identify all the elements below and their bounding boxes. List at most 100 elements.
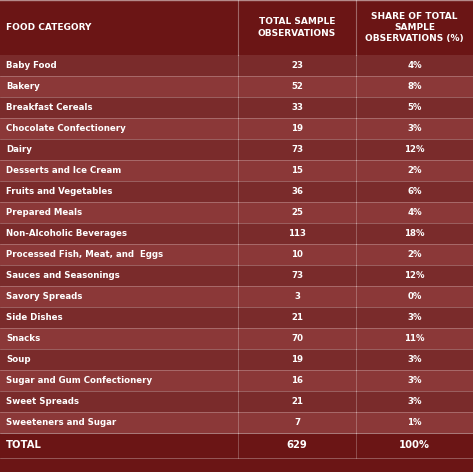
Text: Sweeteners and Sugar: Sweeteners and Sugar xyxy=(6,418,116,427)
Text: 5%: 5% xyxy=(407,103,422,112)
Bar xyxy=(0,0,238,55)
Bar xyxy=(238,370,356,391)
Text: Bakery: Bakery xyxy=(6,82,40,91)
Text: Prepared Meals: Prepared Meals xyxy=(6,208,82,217)
Text: Snacks: Snacks xyxy=(6,334,40,343)
Text: 6%: 6% xyxy=(407,187,422,196)
Text: 12%: 12% xyxy=(404,145,425,154)
Bar xyxy=(356,55,473,76)
Bar xyxy=(238,118,356,139)
Text: 73: 73 xyxy=(291,271,303,280)
Bar xyxy=(238,244,356,265)
Bar xyxy=(356,391,473,412)
Text: 7: 7 xyxy=(294,418,300,427)
Bar xyxy=(238,0,356,55)
Text: 33: 33 xyxy=(291,103,303,112)
Text: Sauces and Seasonings: Sauces and Seasonings xyxy=(6,271,120,280)
Text: Side Dishes: Side Dishes xyxy=(6,313,62,322)
Bar xyxy=(356,202,473,223)
Bar xyxy=(0,458,473,472)
Text: SHARE OF TOTAL
SAMPLE
OBSERVATIONS (%): SHARE OF TOTAL SAMPLE OBSERVATIONS (%) xyxy=(365,12,464,43)
Bar xyxy=(0,370,238,391)
Bar xyxy=(356,223,473,244)
Bar xyxy=(238,307,356,328)
Text: Baby Food: Baby Food xyxy=(6,61,57,70)
Text: Desserts and Ice Cream: Desserts and Ice Cream xyxy=(6,166,121,175)
Text: 3%: 3% xyxy=(407,313,422,322)
Text: 11%: 11% xyxy=(404,334,425,343)
Bar xyxy=(0,349,238,370)
Bar xyxy=(238,223,356,244)
Bar xyxy=(0,265,238,286)
Bar xyxy=(0,202,238,223)
Text: Processed Fish, Meat, and  Eggs: Processed Fish, Meat, and Eggs xyxy=(6,250,163,259)
Text: 8%: 8% xyxy=(407,82,422,91)
Bar xyxy=(0,97,238,118)
Bar xyxy=(238,202,356,223)
Bar xyxy=(356,0,473,55)
Bar xyxy=(0,181,238,202)
Bar xyxy=(0,55,238,76)
Text: Fruits and Vegetables: Fruits and Vegetables xyxy=(6,187,113,196)
Bar xyxy=(238,286,356,307)
Text: Breakfast Cereals: Breakfast Cereals xyxy=(6,103,93,112)
Text: Non-Alcoholic Beverages: Non-Alcoholic Beverages xyxy=(6,229,127,238)
Text: 4%: 4% xyxy=(407,61,422,70)
Bar xyxy=(0,433,238,458)
Text: 2%: 2% xyxy=(407,250,422,259)
Bar xyxy=(238,97,356,118)
Bar xyxy=(238,328,356,349)
Text: 70: 70 xyxy=(291,334,303,343)
Text: 1%: 1% xyxy=(407,418,422,427)
Bar xyxy=(0,328,238,349)
Bar xyxy=(356,433,473,458)
Bar xyxy=(238,139,356,160)
Bar xyxy=(356,370,473,391)
Bar xyxy=(356,265,473,286)
Bar xyxy=(356,76,473,97)
Text: 73: 73 xyxy=(291,145,303,154)
Bar xyxy=(0,118,238,139)
Text: 23: 23 xyxy=(291,61,303,70)
Text: 18%: 18% xyxy=(404,229,425,238)
Bar xyxy=(238,265,356,286)
Text: 4%: 4% xyxy=(407,208,422,217)
Bar xyxy=(238,181,356,202)
Text: 15: 15 xyxy=(291,166,303,175)
Text: FOOD CATEGORY: FOOD CATEGORY xyxy=(6,23,91,32)
Bar xyxy=(356,97,473,118)
Text: 100%: 100% xyxy=(399,440,430,450)
Text: 36: 36 xyxy=(291,187,303,196)
Text: 10: 10 xyxy=(291,250,303,259)
Text: 3%: 3% xyxy=(407,124,422,133)
Text: Dairy: Dairy xyxy=(6,145,32,154)
Text: 19: 19 xyxy=(291,355,303,364)
Text: Savory Spreads: Savory Spreads xyxy=(6,292,82,301)
Text: 0%: 0% xyxy=(407,292,422,301)
Text: 25: 25 xyxy=(291,208,303,217)
Bar xyxy=(356,307,473,328)
Bar xyxy=(356,139,473,160)
Bar xyxy=(0,391,238,412)
Text: 12%: 12% xyxy=(404,271,425,280)
Text: 113: 113 xyxy=(288,229,306,238)
Bar xyxy=(0,412,238,433)
Text: 629: 629 xyxy=(287,440,307,450)
Bar xyxy=(238,160,356,181)
Text: 2%: 2% xyxy=(407,166,422,175)
Text: 21: 21 xyxy=(291,397,303,406)
Bar xyxy=(238,349,356,370)
Text: TOTAL SAMPLE
OBSERVATIONS: TOTAL SAMPLE OBSERVATIONS xyxy=(258,17,336,38)
Text: TOTAL: TOTAL xyxy=(6,440,42,450)
Bar xyxy=(356,328,473,349)
Bar xyxy=(0,223,238,244)
Bar xyxy=(356,160,473,181)
Bar xyxy=(238,433,356,458)
Text: 21: 21 xyxy=(291,313,303,322)
Text: 3: 3 xyxy=(294,292,300,301)
Text: 3%: 3% xyxy=(407,355,422,364)
Text: Chocolate Confectionery: Chocolate Confectionery xyxy=(6,124,126,133)
Bar xyxy=(0,139,238,160)
Text: Sweet Spreads: Sweet Spreads xyxy=(6,397,79,406)
Bar xyxy=(356,349,473,370)
